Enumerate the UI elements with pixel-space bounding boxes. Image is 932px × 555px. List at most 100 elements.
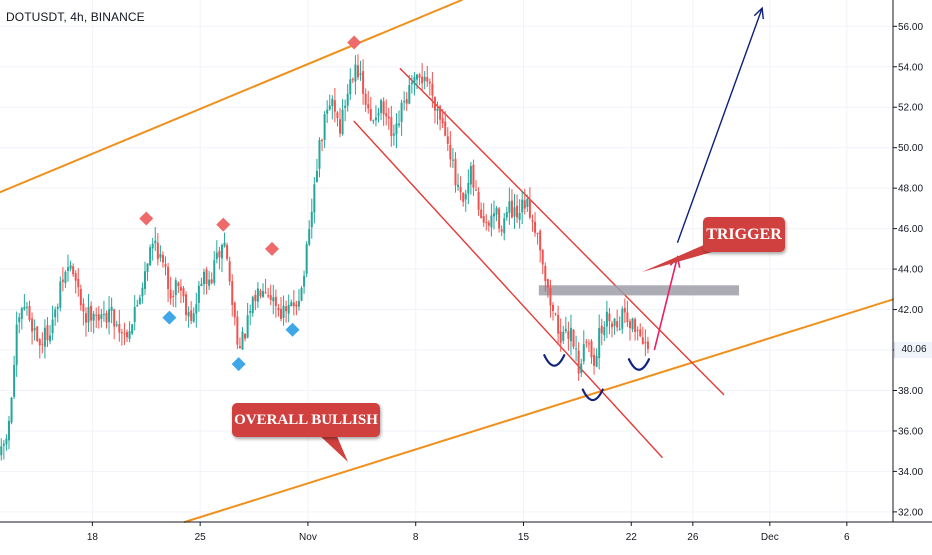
candle-body: [395, 123, 398, 135]
candle-body: [421, 76, 424, 84]
pivot-high-marker: [139, 211, 154, 226]
candle-body: [559, 331, 562, 343]
candle-body: [595, 356, 598, 367]
candle-body: [385, 113, 388, 117]
candle-body: [413, 77, 416, 83]
candle-body: [179, 286, 182, 291]
candle-body: [492, 213, 495, 217]
candle-body: [564, 328, 567, 332]
candle-body: [92, 313, 95, 321]
exchange-label: BINANCE: [90, 10, 145, 24]
candle-body: [13, 364, 16, 397]
candle-body: [79, 289, 82, 306]
candle-body: [534, 221, 537, 233]
trigger-arrow: [653, 256, 679, 351]
candle-body: [115, 324, 118, 326]
candle-body: [321, 139, 324, 142]
trigger-callout-pointer: [642, 244, 712, 272]
price-tick-label: 32.00: [898, 507, 923, 518]
candle-body: [254, 294, 257, 302]
markers-layer: [139, 6, 764, 462]
candle-body: [577, 350, 580, 374]
candle-body: [292, 302, 295, 307]
time-tick-label: 15: [518, 532, 530, 543]
candle-body: [262, 291, 265, 297]
price-tick-label: 46.00: [898, 224, 923, 235]
candle-body: [154, 240, 157, 244]
ascending-channel-lower-line: [183, 298, 894, 523]
candle-body: [505, 211, 508, 218]
trigger-callout-label: TRIGGER: [706, 225, 782, 243]
candle-body: [108, 309, 111, 323]
candle-body: [295, 304, 298, 307]
candle-body: [246, 315, 249, 338]
candle-body: [315, 170, 318, 182]
candle-body: [269, 295, 272, 300]
candle-body: [274, 296, 277, 307]
candle-body: [82, 303, 85, 312]
candles-layer: [0, 54, 649, 461]
candle-body: [408, 85, 411, 104]
candle-body: [382, 101, 385, 115]
candle-body: [54, 309, 57, 318]
overall-bullish-callout: OVERALL BULLISH: [232, 403, 380, 437]
candle-body: [415, 74, 418, 80]
candle-body: [18, 317, 21, 323]
candle-body: [285, 306, 288, 312]
candle-body: [5, 438, 8, 445]
candle-body: [69, 265, 72, 269]
price-tick-label: 42.00: [898, 305, 923, 316]
price-tick-label: 36.00: [898, 426, 923, 437]
candle-body: [218, 251, 221, 258]
candle-body: [282, 305, 285, 318]
candle-body: [441, 118, 444, 124]
candle-body: [454, 158, 457, 186]
candle-body: [51, 319, 54, 334]
candle-body: [374, 117, 377, 121]
candle-body: [587, 343, 590, 345]
candle-body: [215, 252, 218, 259]
candle-body: [482, 215, 485, 223]
candle-body: [521, 199, 524, 213]
candle-body: [410, 82, 413, 85]
candle-body: [331, 98, 334, 106]
candle-body: [354, 64, 357, 82]
candle-body: [167, 266, 170, 290]
candle-body: [498, 208, 501, 229]
candle-body: [341, 109, 344, 135]
candle-body: [551, 304, 554, 312]
candle-body: [15, 324, 18, 365]
time-tick-label: 22: [626, 532, 638, 543]
price-tick-label: 44.00: [898, 265, 923, 276]
candle-body: [603, 327, 606, 335]
candle-body: [287, 305, 290, 314]
candle-body: [318, 140, 321, 169]
candle-body: [136, 305, 139, 307]
candle-body: [646, 341, 649, 349]
candle-body: [439, 106, 442, 120]
candle-body: [477, 192, 480, 210]
candle-body: [90, 305, 93, 321]
candle-body: [557, 314, 560, 334]
price-tick-label: 56.00: [898, 22, 923, 33]
cup-arc: [627, 358, 651, 371]
candle-body: [554, 313, 557, 315]
candle-body: [469, 166, 472, 185]
symbol-header[interactable]: DOTUSDT, 4h, BINANCE: [6, 10, 145, 24]
candle-body: [346, 93, 349, 106]
candle-body: [110, 306, 113, 311]
candle-body: [634, 319, 637, 332]
candle-body: [67, 267, 70, 271]
candle-body: [459, 186, 462, 193]
candle-body: [611, 323, 614, 328]
time-tick-label: 25: [195, 532, 207, 543]
candle-body: [516, 205, 519, 218]
candle-body: [380, 100, 383, 113]
candle-body: [36, 326, 39, 342]
candle-body: [120, 332, 123, 334]
candle-body: [536, 232, 539, 234]
candle-body: [161, 254, 164, 263]
candle-body: [177, 282, 180, 287]
